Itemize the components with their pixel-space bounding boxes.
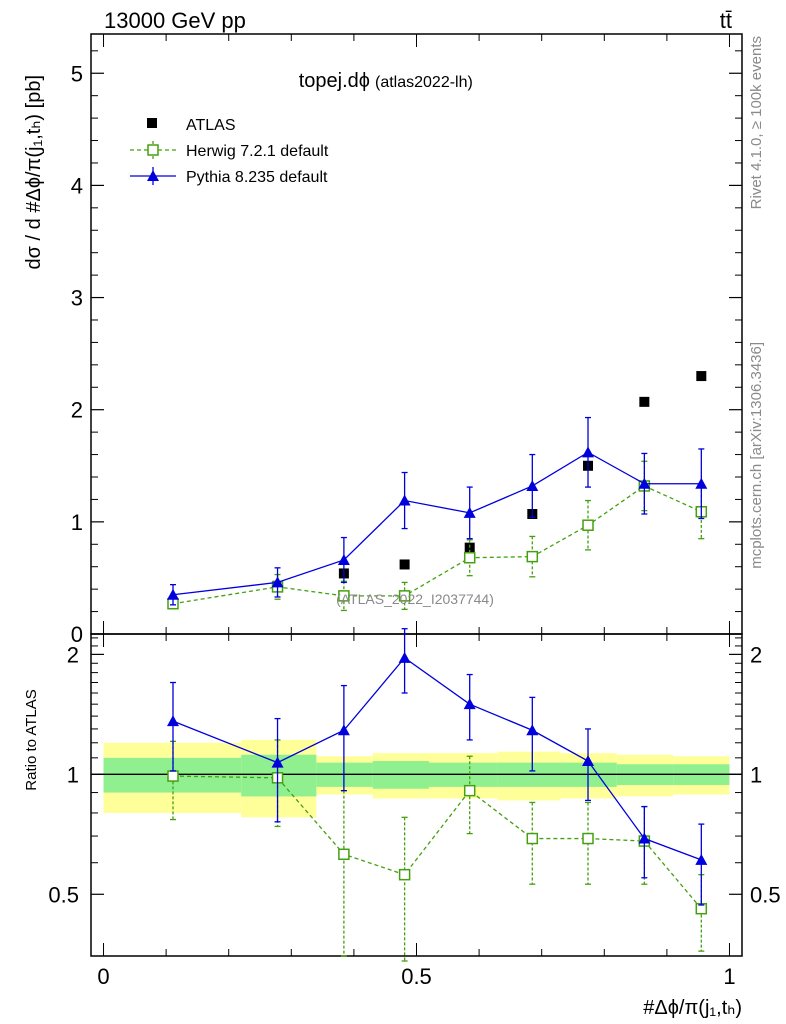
- main-ytick-label: 3: [71, 286, 83, 311]
- ratio-ytick-label-right: 2: [750, 642, 762, 667]
- ratio-herwig-point: [465, 786, 475, 796]
- ratio-pythia-point: [399, 652, 411, 663]
- ratio-ylabel: Ratio to ATLAS: [23, 689, 40, 790]
- main-pythia-point: [526, 480, 538, 491]
- main-atlas-point: [639, 397, 649, 407]
- main-ytick-label: 5: [71, 61, 83, 86]
- ratio-ytick-label-right: 1: [750, 762, 762, 787]
- ratio-herwig-point: [400, 870, 410, 880]
- ratio-pythia-point: [695, 854, 707, 865]
- main-herwig-line: [173, 486, 701, 604]
- main-pythia-point: [399, 495, 411, 506]
- legend-marker-herwig: [148, 145, 158, 155]
- ratio-uncertainty-bands: [91, 740, 742, 817]
- ratio-herwig-point: [168, 771, 178, 781]
- rivet-label: Rivet 4.1.0, ≥ 100k events: [748, 36, 765, 209]
- legend-label-pythia: Pythia 8.235 default: [186, 169, 328, 186]
- ratio-pythia-point: [526, 724, 538, 735]
- main-pythia-point: [582, 446, 594, 457]
- main-data-marks: [167, 371, 707, 610]
- legend-marker-atlas: [147, 118, 157, 128]
- xtick-label: 0: [97, 964, 109, 989]
- process-label: tt̄: [720, 8, 732, 33]
- main-herwig-point: [583, 520, 593, 530]
- ratio-ytick-label-left: 0.5: [48, 882, 79, 907]
- legend: ATLAS Herwig 7.2.1 default Pythia 8.235 …: [130, 117, 329, 186]
- ratio-herwig-point: [583, 834, 593, 844]
- figure: 13000 GeV pp tt̄ 012345 0.5 0.51 12 20 0.5 1 …: [0, 0, 786, 1024]
- plot-title: topej.dϕ: [299, 70, 370, 92]
- main-ytick-label: 4: [71, 173, 83, 198]
- ratio-ytick-label-left: 1: [67, 762, 79, 787]
- main-atlas-point: [400, 559, 410, 569]
- ratio-herwig-point: [527, 834, 537, 844]
- main-ytick-label: 1: [71, 510, 83, 535]
- plot-subtitle: (atlas2022-lh): [375, 74, 473, 91]
- main-herwig-point: [465, 553, 475, 563]
- main-atlas-point: [696, 371, 706, 381]
- xlabel: #Δϕ/π(j₁,tₕ): [643, 997, 742, 1019]
- analysis-watermark: (ATLAS_2022_I2037744): [336, 591, 494, 607]
- ratio-pythia-point: [167, 715, 179, 726]
- header-label: 13000 GeV pp: [104, 8, 246, 33]
- main-pythia-line: [173, 452, 701, 594]
- main-herwig-point: [527, 552, 537, 562]
- main-ylabel: dσ / d #Δϕ/π(j₁,tₕ) [pb]: [23, 75, 45, 269]
- legend-label-atlas: ATLAS: [186, 117, 236, 134]
- ratio-ytick-label-right: 0.5: [750, 882, 781, 907]
- xtick-label: 1: [723, 964, 735, 989]
- mcplots-label: mcplots.cern.ch [arXiv:1306.3436]: [748, 342, 765, 569]
- main-ytick-label: 2: [71, 398, 83, 423]
- legend-label-herwig: Herwig 7.2.1 default: [186, 143, 329, 160]
- ratio-pythia-point: [464, 698, 476, 709]
- ratio-herwig-point: [339, 849, 349, 859]
- xtick-label: 0.5: [401, 964, 432, 989]
- ratio-ytick-label-left: 2: [67, 642, 79, 667]
